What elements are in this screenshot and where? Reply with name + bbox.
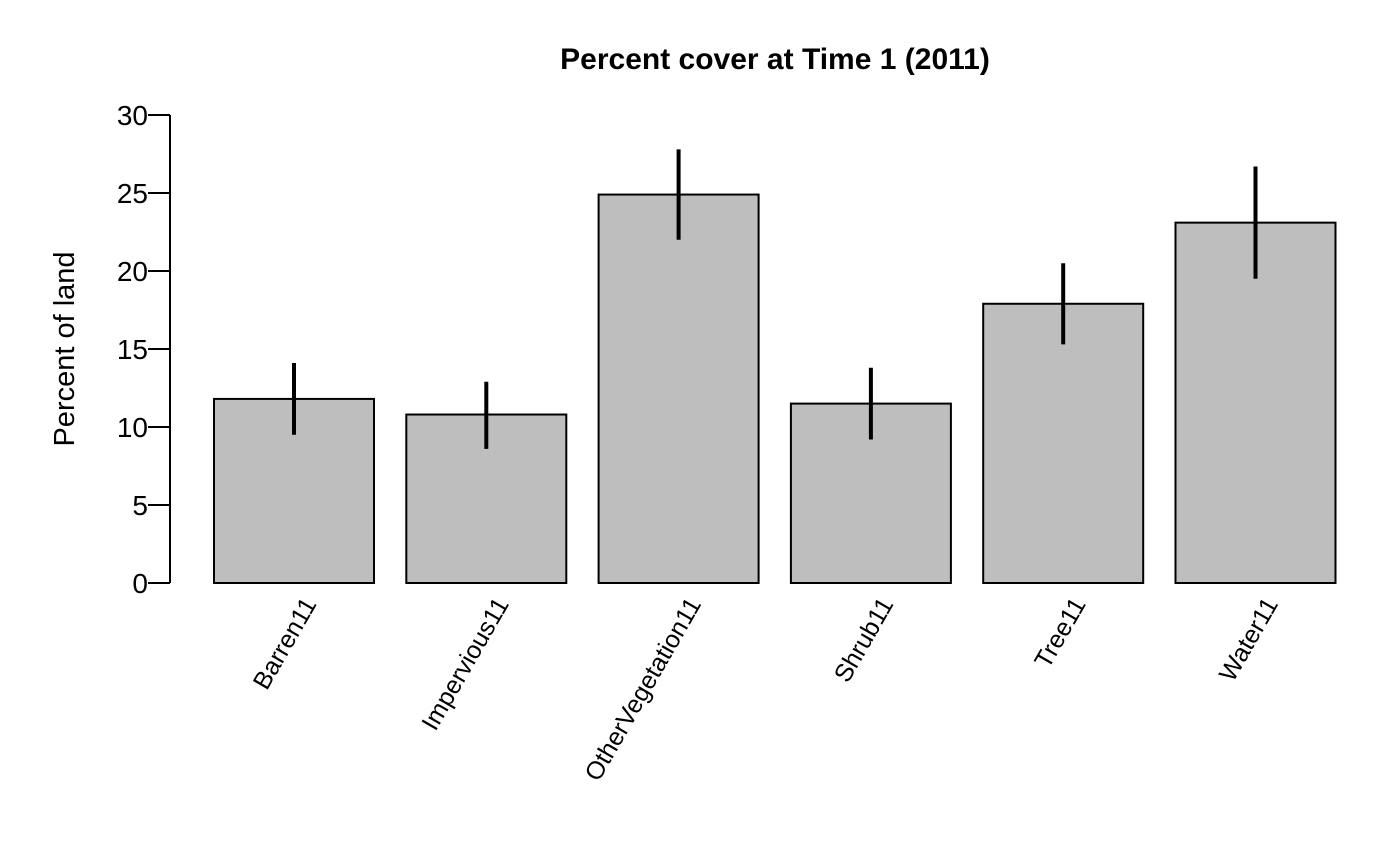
y-tick-label: 0 [132, 568, 148, 599]
x-tick-label-impervious11: Impervious11 [416, 593, 514, 735]
error-bars-group [292, 149, 1258, 449]
bar-othervegetation11 [597, 193, 760, 584]
y-tick-label: 30 [117, 100, 148, 131]
x-tick-label-othervegetation11: OtherVegetation11 [579, 593, 707, 786]
y-tick-label: 10 [117, 412, 148, 443]
bars-group [213, 193, 1337, 585]
bar-tree11 [982, 302, 1145, 584]
x-tick-label-tree11: Tree11 [1029, 593, 1091, 673]
x-tick-label-water11: Water11 [1214, 593, 1284, 686]
y-tick-label: 15 [117, 334, 148, 365]
y-axis-label: Percent of land [49, 251, 81, 446]
y-axis: 0 5 10 15 20 25 30 [117, 100, 171, 599]
y-tick-label: 5 [132, 490, 148, 521]
bar-water11 [1174, 221, 1337, 584]
x-tick-label-barren11: Barren11 [248, 593, 323, 694]
chart-title: Percent cover at Time 1 (2011) [560, 43, 990, 76]
x-tick-labels: Barren11 Impervious11 OtherVegetation11 Shr… [248, 593, 1284, 786]
y-tick-label: 20 [117, 256, 148, 287]
x-tick-label-shrub11: Shrub11 [829, 593, 900, 687]
y-tick-label: 25 [117, 178, 148, 209]
